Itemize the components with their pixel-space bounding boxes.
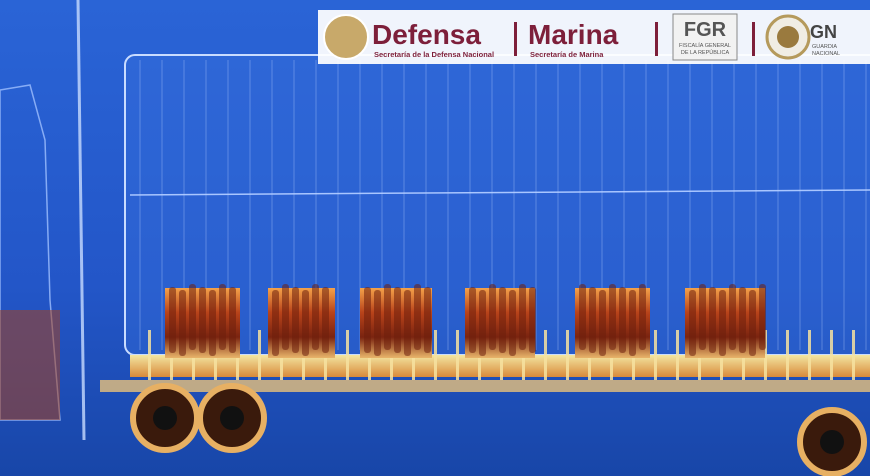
cargo-bundle xyxy=(199,287,206,353)
logo-subtitle: GUARDIA xyxy=(812,44,837,50)
cargo-bundle xyxy=(509,290,516,356)
cargo-bundle xyxy=(599,290,606,356)
cargo-bundle xyxy=(209,290,216,356)
cargo-bundle xyxy=(619,287,626,353)
seal-defensa xyxy=(323,14,369,60)
logo-title: GN xyxy=(810,22,837,42)
cargo-bundle xyxy=(272,290,279,356)
floor-post xyxy=(434,330,437,380)
wheel-hub xyxy=(220,406,244,430)
divider xyxy=(514,22,517,56)
cargo-bundle xyxy=(179,290,186,356)
divider xyxy=(655,22,658,56)
cargo-bundle xyxy=(322,287,329,353)
floor-post xyxy=(654,330,657,380)
wheel-hub xyxy=(153,406,177,430)
floor-post xyxy=(566,330,569,380)
divider xyxy=(752,22,755,56)
floor-post xyxy=(456,330,459,380)
cargo-bundle xyxy=(749,290,756,356)
floor-post xyxy=(346,330,349,380)
cargo-bundle xyxy=(759,284,766,350)
cargo-bundle xyxy=(312,284,319,350)
floor-post xyxy=(148,330,151,380)
trailer-line xyxy=(129,189,870,196)
cargo-bundle xyxy=(639,284,646,350)
logo-title: FGR xyxy=(684,19,727,41)
cargo-bundle xyxy=(629,290,636,356)
cargo-bundle xyxy=(489,284,496,350)
fgr-box xyxy=(672,13,738,61)
cargo-bundle xyxy=(384,284,391,350)
cargo-bundle xyxy=(302,290,309,356)
cargo-bundle xyxy=(689,290,696,356)
trailer xyxy=(100,54,870,392)
cargo-bundle xyxy=(292,287,299,353)
cargo-bundle xyxy=(189,284,196,350)
cargo-bundle xyxy=(589,287,596,353)
floor-post xyxy=(258,330,261,380)
cargo-bundle xyxy=(374,290,381,356)
cargo-bundle xyxy=(579,284,586,350)
cargo-bundle xyxy=(699,284,706,350)
cargo-bundle xyxy=(609,284,616,350)
cargo-bundle xyxy=(529,287,536,353)
logo-subtitle: NACIONAL xyxy=(812,51,840,57)
logo-subtitle: DE LA REPÚBLICA xyxy=(681,49,730,56)
cargo-bundle xyxy=(394,287,401,353)
seal-gn-center xyxy=(777,26,799,48)
wheel-hub xyxy=(820,430,844,454)
floor-post xyxy=(544,330,547,380)
chassis xyxy=(100,380,870,392)
cargo-bundle xyxy=(282,284,289,350)
cargo-bundle xyxy=(424,287,431,353)
logo-subtitle: Secretaría de la Defensa Nacional xyxy=(374,50,494,59)
cargo-bundle xyxy=(519,284,526,350)
cargo-bundle xyxy=(729,284,736,350)
floor-post xyxy=(830,330,833,380)
floor-post xyxy=(676,330,679,380)
logo-title: Defensa xyxy=(372,19,481,50)
cargo-bundle xyxy=(414,284,421,350)
cab-engine xyxy=(0,310,60,420)
floor-post xyxy=(786,330,789,380)
cargo-bundle xyxy=(469,287,476,353)
cargo-bundle xyxy=(499,287,506,353)
cargo-bundle xyxy=(739,287,746,353)
floor-post xyxy=(852,330,855,380)
cargo-bundle xyxy=(364,287,371,353)
logo-subtitle: FISCALÍA GENERAL xyxy=(679,42,731,49)
cargo-bundle xyxy=(479,290,486,356)
logo-subtitle: Secretaría de Marina xyxy=(530,50,604,59)
floor-post xyxy=(808,330,811,380)
cargo-bundle xyxy=(229,287,236,353)
cargo-bundle xyxy=(169,287,176,353)
cargo-bundle xyxy=(404,290,411,356)
cargo-bundle xyxy=(219,284,226,350)
cargo-bundle xyxy=(709,287,716,353)
logo-strip: Defensa Secretaría de la Defensa Naciona… xyxy=(318,10,870,64)
truck-cab xyxy=(0,0,86,441)
logo-title: Marina xyxy=(528,19,619,50)
floor-post xyxy=(764,330,767,380)
cargo-bundle xyxy=(719,290,726,356)
